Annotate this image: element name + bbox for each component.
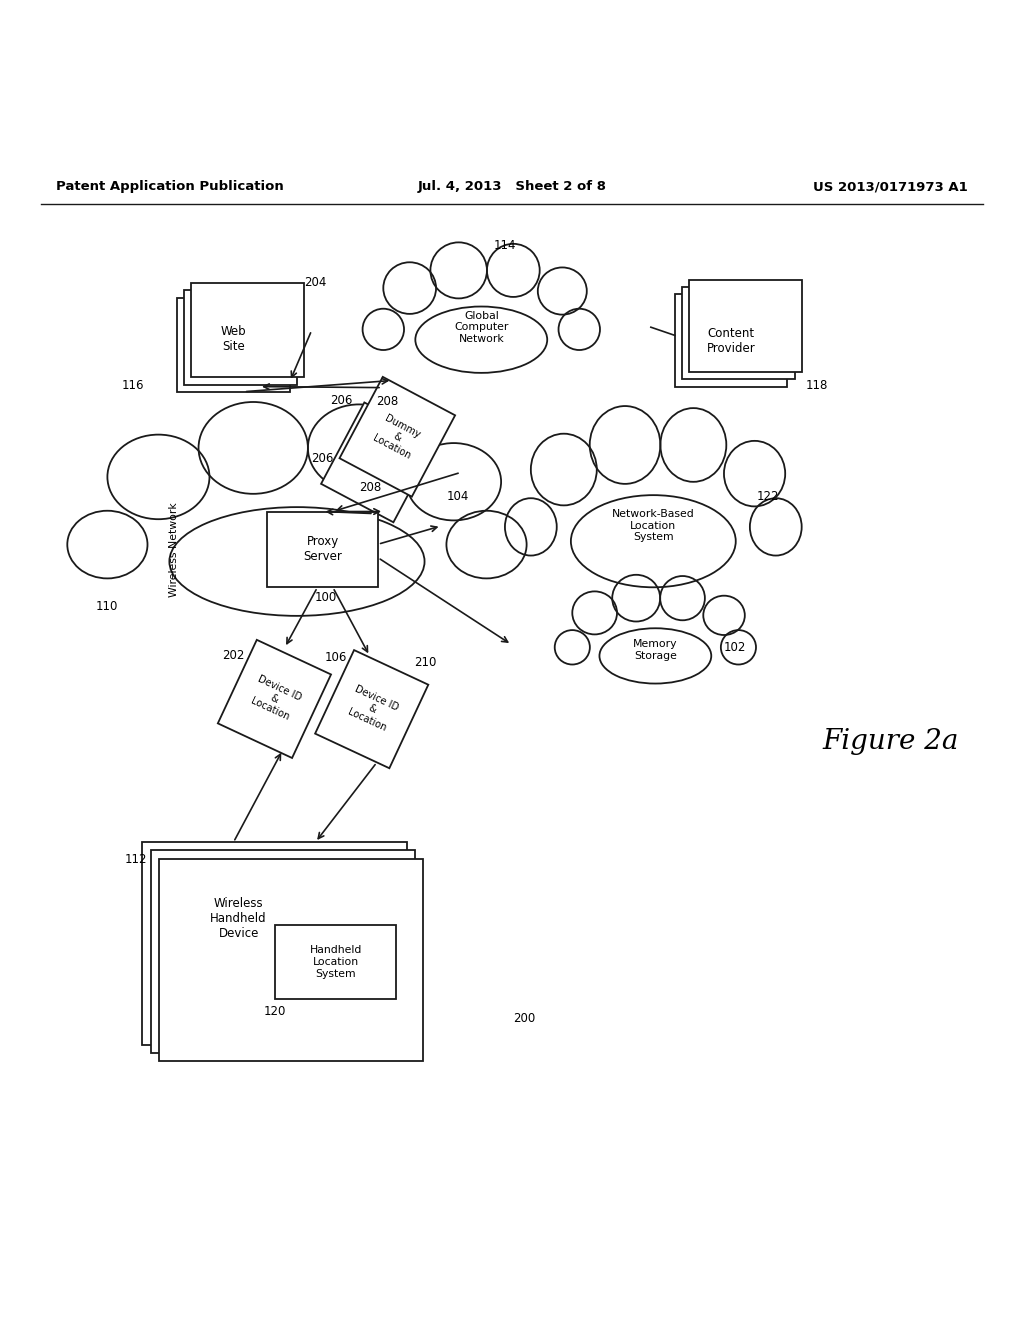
Text: 102: 102: [724, 642, 746, 655]
Ellipse shape: [68, 511, 147, 578]
Ellipse shape: [505, 498, 557, 556]
Ellipse shape: [362, 309, 404, 350]
Text: 104: 104: [446, 490, 469, 503]
Bar: [675, 294, 787, 387]
Text: Jul. 4, 2013   Sheet 2 of 8: Jul. 4, 2013 Sheet 2 of 8: [418, 181, 606, 194]
Text: 110: 110: [95, 601, 118, 614]
Text: Memory
Storage: Memory Storage: [633, 639, 678, 660]
Text: 106: 106: [325, 652, 347, 664]
Text: 118: 118: [806, 379, 828, 392]
Ellipse shape: [446, 511, 526, 578]
Bar: [218, 640, 331, 758]
Text: Handheld
Location
System: Handheld Location System: [309, 945, 362, 978]
Ellipse shape: [721, 630, 756, 664]
Text: Wireless
Handheld
Device: Wireless Handheld Device: [210, 896, 267, 940]
Bar: [682, 288, 795, 379]
Bar: [184, 290, 297, 384]
Ellipse shape: [571, 495, 735, 587]
Bar: [151, 850, 415, 1053]
Ellipse shape: [660, 408, 726, 482]
Ellipse shape: [430, 243, 487, 298]
Text: Content
Provider: Content Provider: [707, 326, 756, 355]
Text: US 2013/0171973 A1: US 2013/0171973 A1: [813, 181, 968, 194]
Text: 114: 114: [494, 239, 516, 252]
Text: Figure 2a: Figure 2a: [822, 729, 959, 755]
Ellipse shape: [407, 444, 501, 520]
Ellipse shape: [558, 309, 600, 350]
Ellipse shape: [487, 244, 540, 297]
Ellipse shape: [750, 498, 802, 556]
Text: 100: 100: [314, 591, 337, 605]
Ellipse shape: [590, 407, 660, 484]
Text: Global
Computer
Network: Global Computer Network: [454, 310, 509, 343]
Text: 120: 120: [263, 1005, 286, 1018]
Ellipse shape: [660, 576, 705, 620]
Text: 202: 202: [222, 649, 245, 663]
Bar: [315, 649, 428, 768]
Ellipse shape: [612, 574, 660, 622]
Bar: [159, 858, 423, 1061]
Text: 206: 206: [330, 395, 352, 408]
Bar: [191, 284, 304, 378]
Ellipse shape: [199, 403, 308, 494]
Bar: [275, 925, 396, 999]
Text: Device ID
&
Location: Device ID & Location: [343, 684, 400, 734]
Bar: [322, 403, 436, 523]
Ellipse shape: [383, 263, 436, 314]
Bar: [267, 512, 378, 587]
Text: 112: 112: [125, 853, 147, 866]
Ellipse shape: [555, 630, 590, 664]
Text: Web
Site: Web Site: [220, 326, 247, 354]
Bar: [340, 376, 455, 496]
Text: 208: 208: [359, 482, 382, 495]
Text: 208: 208: [376, 396, 398, 408]
Text: Dummy
&
Location: Dummy & Location: [372, 412, 423, 461]
Ellipse shape: [703, 595, 744, 635]
Text: Patent Application Publication: Patent Application Publication: [56, 181, 284, 194]
Ellipse shape: [599, 628, 712, 684]
Ellipse shape: [572, 591, 617, 635]
Ellipse shape: [308, 404, 410, 491]
Text: 204: 204: [304, 276, 327, 289]
Text: 206: 206: [311, 451, 334, 465]
Ellipse shape: [530, 434, 597, 506]
Ellipse shape: [169, 507, 425, 616]
Bar: [689, 280, 802, 372]
Bar: [142, 842, 407, 1045]
Text: Network-Based
Location
System: Network-Based Location System: [612, 510, 694, 543]
Text: 200: 200: [513, 1012, 536, 1024]
Ellipse shape: [724, 441, 785, 507]
Ellipse shape: [108, 434, 210, 519]
Text: Device ID
&
Location: Device ID & Location: [246, 675, 303, 723]
Ellipse shape: [416, 306, 547, 372]
Text: 210: 210: [414, 656, 436, 668]
Text: Proxy
Server: Proxy Server: [303, 536, 342, 564]
Ellipse shape: [538, 268, 587, 314]
Text: 122: 122: [757, 490, 779, 503]
Text: 116: 116: [122, 379, 144, 392]
Bar: [177, 297, 290, 392]
Text: Wireless Network: Wireless Network: [169, 502, 179, 597]
